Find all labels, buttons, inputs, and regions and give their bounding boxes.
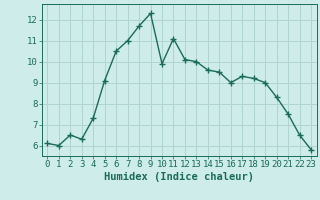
X-axis label: Humidex (Indice chaleur): Humidex (Indice chaleur) — [104, 172, 254, 182]
